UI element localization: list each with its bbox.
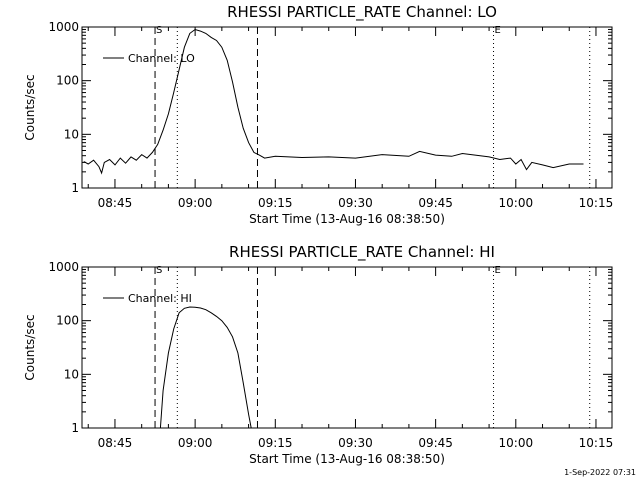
x-tick-label: 08:45 xyxy=(98,436,133,450)
series-line xyxy=(83,28,584,175)
y-axis-label: Counts/sec xyxy=(23,314,37,380)
plot-frame xyxy=(81,26,613,189)
x-tick-label: 09:15 xyxy=(258,436,293,450)
x-tick-label: 09:30 xyxy=(338,196,373,210)
chart-title: RHESSI PARTICLE_RATE Channel: LO xyxy=(227,3,497,22)
x-axis-label: Start Time (13-Aug-16 08:38:50) xyxy=(249,452,445,466)
series-line xyxy=(159,306,252,429)
legend-label: Channel: LO xyxy=(128,52,195,65)
y-tick-label: 1 xyxy=(71,421,79,435)
y-tick-label: 1000 xyxy=(48,20,79,34)
y-tick-label: 10 xyxy=(64,367,79,381)
x-tick-label: 10:00 xyxy=(499,436,534,450)
x-tick-label: 09:45 xyxy=(418,196,453,210)
x-tick-label: 09:45 xyxy=(418,436,453,450)
x-tick-label: 09:30 xyxy=(338,436,373,450)
y-tick-label: 1 xyxy=(71,181,79,195)
y-tick-label: 100 xyxy=(56,314,79,328)
plot-frame xyxy=(81,266,613,429)
chart-panel-2: RHESSI PARTICLE_RATE Channel: HI 1 10 100 10… xyxy=(23,243,613,466)
marker-label: E xyxy=(495,265,501,276)
chart-panel-1: RHESSI PARTICLE_RATE Channel: LO 1 10 100 10… xyxy=(23,3,613,226)
x-axis-label: Start Time (13-Aug-16 08:38:50) xyxy=(249,212,445,226)
x-tick-label: 09:00 xyxy=(178,436,213,450)
x-tick-label: 10:15 xyxy=(579,436,614,450)
x-tick-label: 10:00 xyxy=(499,196,534,210)
marker-label: S xyxy=(156,265,162,276)
marker-label: E xyxy=(495,25,501,36)
chart-title: RHESSI PARTICLE_RATE Channel: HI xyxy=(229,243,495,262)
y-tick-label: 10 xyxy=(64,127,79,141)
legend-label: Channel: HI xyxy=(128,292,192,305)
y-tick-label: 1000 xyxy=(48,260,79,274)
x-tick-label: 09:15 xyxy=(258,196,293,210)
y-tick-label: 100 xyxy=(56,74,79,88)
y-axis-label: Counts/sec xyxy=(23,74,37,140)
x-tick-label: 09:00 xyxy=(178,196,213,210)
x-tick-label: 08:45 xyxy=(98,196,133,210)
x-tick-label: 10:15 xyxy=(579,196,614,210)
footer-timestamp: 1-Sep-2022 07:31 xyxy=(564,468,636,477)
marker-label: S xyxy=(156,25,162,36)
